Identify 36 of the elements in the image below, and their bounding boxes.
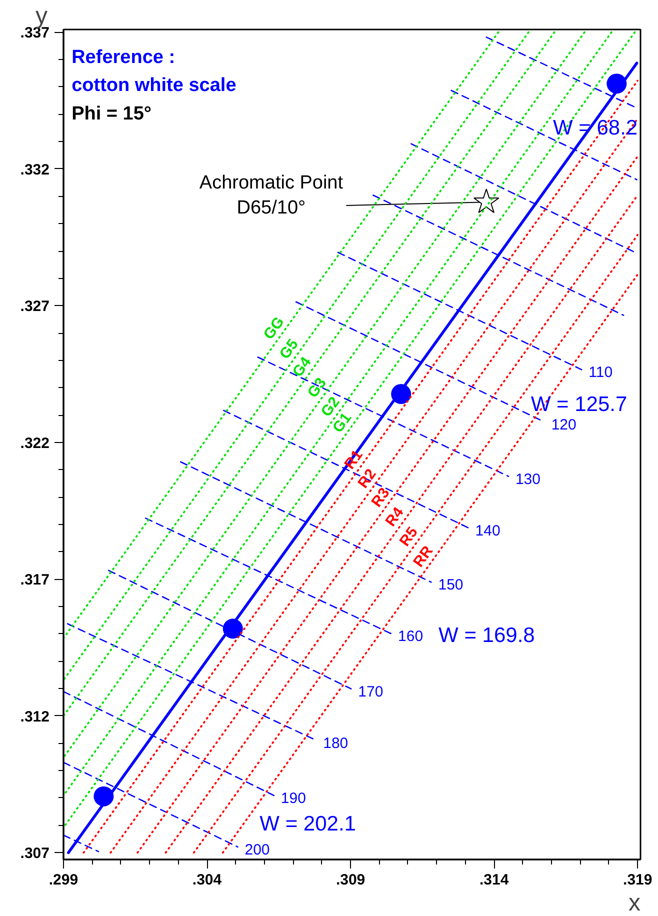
y-tick-label: .312	[20, 708, 50, 726]
point	[222, 618, 243, 639]
y-axis-title: y	[36, 2, 48, 30]
point	[606, 74, 627, 94]
series-label: 180	[323, 734, 348, 752]
x-tick-label: .304	[192, 872, 222, 888]
series-label: 130	[515, 470, 540, 488]
series-label: 200	[244, 841, 270, 858]
series-label: 170	[358, 683, 384, 700]
x-tick-label: .319	[623, 872, 652, 888]
annotation: W = 169.8	[438, 624, 535, 647]
text: cotton white scale	[72, 75, 236, 96]
series-label: 160	[398, 628, 424, 646]
annotation: W = 202.1	[260, 812, 356, 836]
y-tick-label: .327	[20, 298, 50, 316]
x-axis-title: x	[628, 890, 640, 916]
y-tick-label: .307	[20, 845, 50, 862]
y-tick-label: .317	[20, 572, 50, 589]
x-tick-label: .299	[48, 872, 78, 888]
series-label: 150	[438, 576, 464, 594]
point	[473, 188, 500, 214]
text: G3	[304, 374, 330, 401]
annotation: Phi = 15°	[72, 103, 152, 124]
point	[94, 786, 114, 806]
series-label: 140	[475, 522, 500, 540]
y-tick-label: .332	[20, 161, 50, 178]
series-label: 120	[551, 416, 576, 434]
annotation: W = 125.7	[530, 393, 628, 416]
series-label: 110	[588, 364, 613, 382]
x-tick-label: .309	[336, 872, 366, 888]
x-tick-label: .314	[480, 872, 510, 888]
y-tick-label: .322	[20, 434, 50, 452]
text: Reference :	[72, 46, 176, 68]
series-label: 190	[280, 790, 306, 808]
annotation: Achromatic Point D65/10°	[199, 172, 344, 219]
point	[391, 384, 412, 404]
